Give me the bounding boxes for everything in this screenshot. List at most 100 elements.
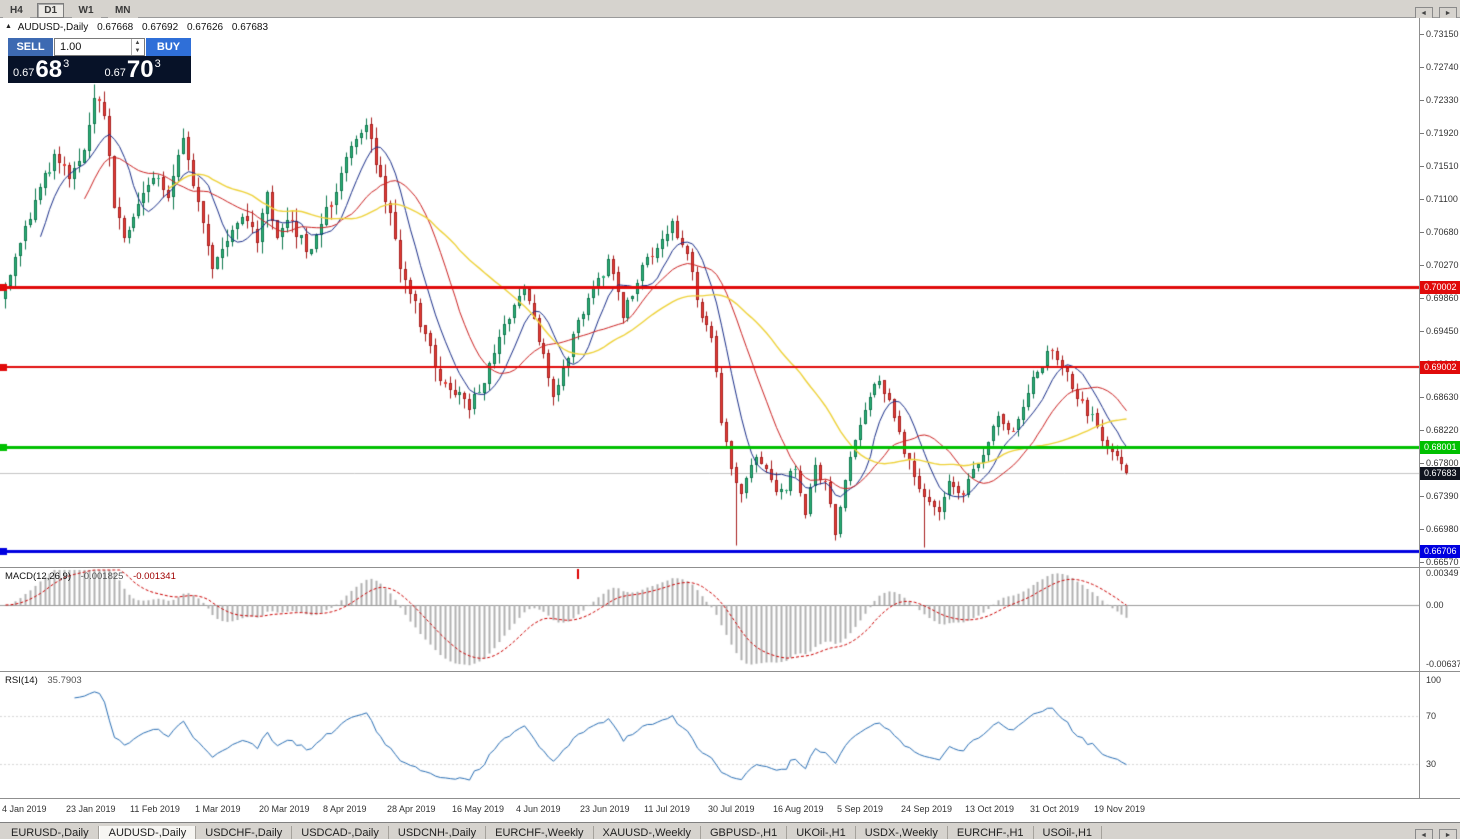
chart-tab-ukoil-h1[interactable]: UKOil-,H1 [787, 826, 856, 839]
panel-separator[interactable] [0, 567, 1460, 568]
time-axis-label: 23 Jun 2019 [580, 804, 630, 814]
chart-tab-eurusd-daily[interactable]: EURUSD-,Daily [2, 826, 99, 839]
buy-price-prefix: 0.67 [104, 67, 126, 79]
price-tick-label: 0.70680 [1426, 227, 1459, 237]
timeframe-button-h4[interactable]: H4 [3, 3, 30, 18]
price-tick-label: 0.71510 [1426, 161, 1459, 171]
price-axis[interactable]: 0.73150 0.72740 0.72330 0.71920 0.71510 0.711… [1419, 18, 1460, 567]
price-tick-label: 0.71920 [1426, 128, 1459, 138]
chart-tab-usdcnh-daily[interactable]: USDCNH-,Daily [388, 826, 487, 839]
chart-tab-usdchf-daily[interactable]: USDCHF-,Daily [196, 826, 293, 839]
timeframe-button-w1[interactable]: W1 [71, 3, 101, 18]
rsi-header: RSI(14) 35.7903 [5, 675, 82, 686]
price-tick-mark [1420, 463, 1424, 464]
price-tick-label: 0.72330 [1426, 95, 1459, 105]
panel-separator[interactable] [0, 671, 1460, 672]
ohlc-low: 0.67626 [186, 22, 224, 33]
macd-scale-zero: 0.00 [1426, 600, 1444, 610]
price-tick-mark [1420, 67, 1424, 68]
price-tick-mark [1420, 199, 1424, 200]
sell-button[interactable]: SELL [8, 38, 53, 56]
volume-increase-icon[interactable]: ▲ [134, 40, 141, 46]
price-tick-mark [1420, 133, 1424, 134]
price-tick-label: 0.66980 [1426, 524, 1459, 534]
macd-signal-value: -0.001341 [133, 571, 176, 582]
time-axis-label: 16 May 2019 [452, 804, 505, 814]
time-axis-label: 28 Apr 2019 [387, 804, 436, 814]
time-axis-label: 20 Mar 2019 [259, 804, 310, 814]
time-axis-label: 8 Apr 2019 [323, 804, 367, 814]
rsi-indicator-panel: RSI(14) 35.7903 100 70 30 [0, 672, 1460, 798]
price-tick-mark [1420, 166, 1424, 167]
rsi-value: 35.7903 [47, 675, 82, 686]
price-tick-mark [1420, 265, 1424, 266]
buy-price-display[interactable]: 0.67 70 3 [100, 56, 192, 83]
time-axis-label: 31 Oct 2019 [1030, 804, 1080, 814]
panel-separator[interactable] [0, 798, 1460, 799]
ohlc-high: 0.67692 [142, 22, 179, 33]
price-tick-label: 0.67800 [1426, 458, 1459, 468]
volume-decrease-icon[interactable]: ▼ [134, 48, 141, 54]
chart-marker-icon: ▲ [5, 23, 12, 30]
buy-price-pip-digit: 3 [154, 58, 161, 70]
timeframe-toolbar: H4 D1 W1 MN ◄ ► [0, 0, 1460, 21]
price-tick-mark [1420, 298, 1424, 299]
hline-price-label: 0.68001 [1420, 441, 1460, 454]
price-tick-label: 0.71100 [1426, 194, 1458, 204]
price-tick-label: 0.72740 [1426, 62, 1459, 72]
chart-tab-usdcad-daily[interactable]: USDCAD-,Daily [292, 826, 389, 839]
rsi-scale-30: 30 [1426, 759, 1437, 769]
quote-display: 0.67 68 3 0.67 70 3 [8, 56, 191, 83]
time-axis-label: 24 Sep 2019 [901, 804, 953, 814]
time-axis-label: 5 Sep 2019 [837, 804, 884, 814]
tab-scroll-left-icon[interactable]: ◄ [1414, 829, 1433, 839]
bid-price-label: 0.67683 [1420, 467, 1460, 480]
rsi-canvas[interactable] [0, 672, 1419, 798]
macd-header: MACD(12,26,9) -0.001825 -0.001341 [5, 571, 176, 582]
chart-tab-xauusd-weekly[interactable]: XAUUSD-,Weekly [593, 826, 701, 839]
macd-axis[interactable]: 0.00349 0.00 -0.00637 [1419, 568, 1460, 671]
timeframe-button-mn[interactable]: MN [107, 3, 138, 18]
price-chart-canvas[interactable] [0, 18, 1419, 567]
rsi-scale-70: 70 [1426, 711, 1437, 721]
chart-tab-eurchf-weekly[interactable]: EURCHF-,Weekly [486, 826, 594, 839]
chart-tab-gbpusd-h1[interactable]: GBPUSD-,H1 [700, 826, 788, 839]
price-tick-mark [1420, 496, 1424, 497]
time-axis[interactable]: 4 Jan 2019 23 Jan 2019 11 Feb 2019 1 Mar 20… [0, 799, 1460, 822]
toolbar-scroll-arrows: ◄ ► [1413, 2, 1457, 21]
macd-canvas[interactable] [0, 568, 1419, 671]
rsi-scale-100: 100 [1426, 675, 1442, 685]
price-tick-mark [1420, 100, 1424, 101]
volume-value: 1.00 [60, 41, 82, 53]
price-tick-mark [1420, 397, 1424, 398]
chart-tab-usdx-weekly[interactable]: USDX-,Weekly [855, 826, 948, 839]
chart-tab-audusd-daily[interactable]: AUDUSD-,Daily [98, 826, 197, 839]
scroll-right-icon[interactable]: ► [1439, 7, 1457, 21]
time-axis-label: 1 Mar 2019 [195, 804, 241, 814]
sell-price-big-digits: 68 [35, 56, 63, 83]
price-chart-panel: ▲ AUDUSD-,Daily 0.67668 0.67692 0.67626 … [0, 18, 1460, 567]
macd-scale-low: -0.00637 [1426, 659, 1460, 669]
volume-input[interactable]: 1.00 ▲ ▼ [54, 38, 145, 56]
macd-scale-high: 0.00349 [1426, 568, 1459, 578]
sell-price-prefix: 0.67 [13, 67, 35, 79]
time-axis-label: 30 Jul 2019 [708, 804, 755, 814]
price-tick-mark [1420, 529, 1424, 530]
chart-tab-usoil-h1[interactable]: USOil-,H1 [1033, 826, 1103, 839]
price-tick-label: 0.69450 [1426, 326, 1459, 336]
price-tick-label: 0.67390 [1426, 491, 1459, 501]
timeframe-button-d1[interactable]: D1 [37, 3, 65, 18]
chart-tab-eurchf-h1[interactable]: EURCHF-,H1 [947, 826, 1034, 839]
buy-button[interactable]: BUY [146, 38, 191, 56]
sell-price-display[interactable]: 0.67 68 3 [8, 56, 100, 83]
time-axis-label: 4 Jun 2019 [516, 804, 561, 814]
time-axis-label: 11 Feb 2019 [130, 804, 180, 814]
rsi-axis[interactable]: 100 70 30 [1419, 672, 1460, 798]
price-tick-label: 0.70270 [1426, 260, 1459, 270]
ohlc-open: 0.67668 [97, 22, 134, 33]
price-tick-mark [1420, 34, 1424, 35]
price-tick-label: 0.69860 [1426, 293, 1459, 303]
price-tick-label: 0.73150 [1426, 29, 1459, 39]
tab-scroll-right-icon[interactable]: ► [1439, 829, 1457, 839]
